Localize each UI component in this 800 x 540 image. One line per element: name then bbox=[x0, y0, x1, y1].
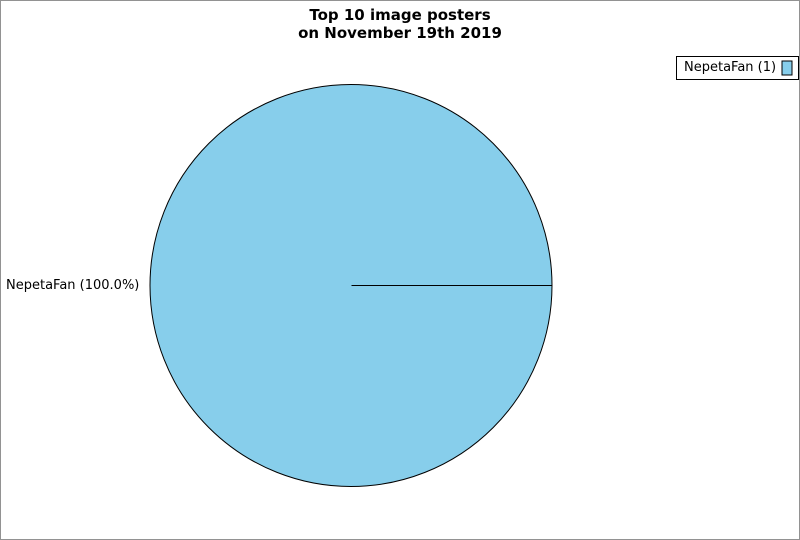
legend-entry-label: NepetaFan (1) bbox=[684, 60, 777, 75]
legend: NepetaFan (1) bbox=[676, 56, 799, 80]
legend-swatch bbox=[781, 60, 793, 76]
chart-subtitle: on November 19th 2019 bbox=[298, 24, 502, 42]
chart-title-block: Top 10 image posters on November 19th 20… bbox=[1, 6, 799, 42]
chart-title: Top 10 image posters bbox=[309, 6, 491, 24]
legend-entry: NepetaFan (1) bbox=[684, 60, 793, 76]
slice-label: NepetaFan (100.0%) bbox=[6, 278, 140, 293]
